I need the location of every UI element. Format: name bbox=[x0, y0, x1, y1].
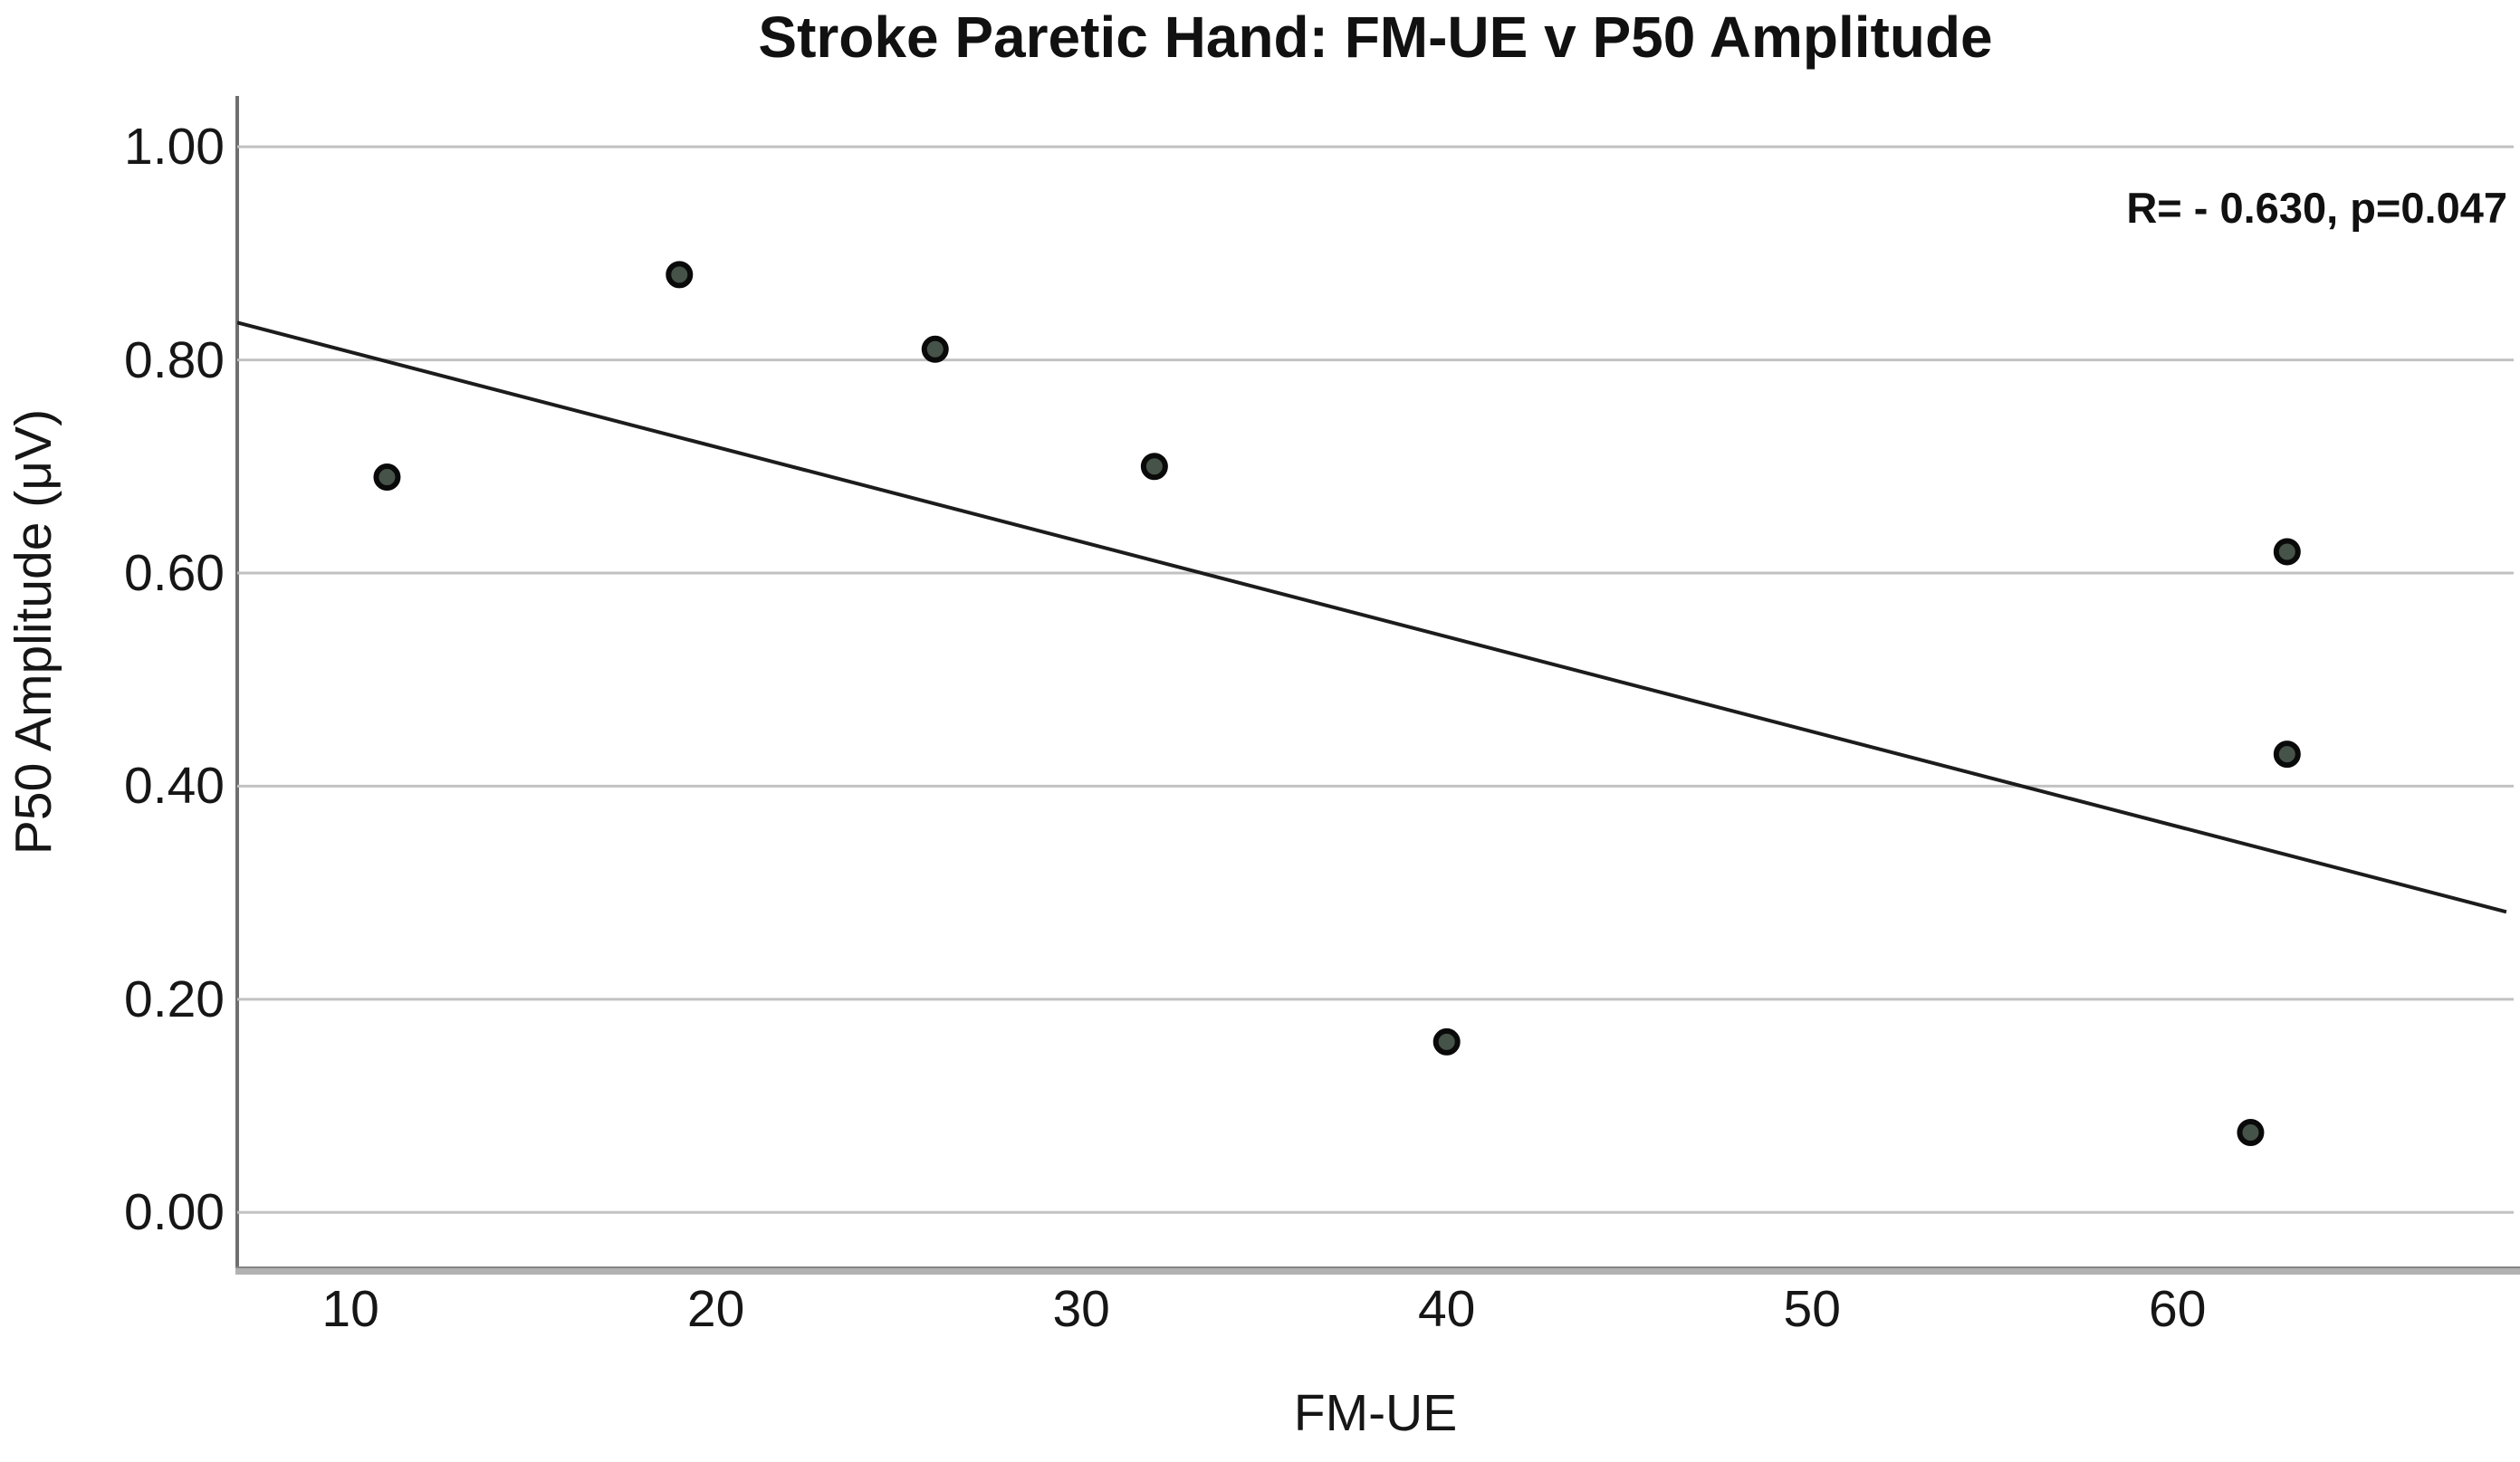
plot-area bbox=[237, 98, 2514, 1271]
scatter-point bbox=[1432, 1027, 1461, 1056]
x-tick-label: 30 bbox=[1052, 1280, 1110, 1338]
x-tick-label: 40 bbox=[1417, 1280, 1476, 1338]
scatter-point bbox=[373, 463, 401, 492]
y-axis-line bbox=[235, 96, 239, 1273]
y-tick-label: 0.60 bbox=[124, 543, 225, 602]
x-tick-label: 20 bbox=[686, 1280, 745, 1338]
scatter-point bbox=[2237, 1118, 2265, 1146]
correlation-annotation: R= - 0.630, p=0.047 bbox=[2126, 184, 2507, 232]
scatter-point bbox=[2273, 741, 2301, 769]
x-tick-label: 60 bbox=[2149, 1280, 2207, 1338]
scatter-plot-canvas bbox=[237, 145, 2514, 1214]
x-tick-label: 10 bbox=[321, 1280, 379, 1338]
scatter-point bbox=[1140, 453, 1168, 481]
x-tick-label: 50 bbox=[1783, 1280, 1841, 1338]
scatter-point bbox=[666, 261, 694, 289]
y-tick-label: 0.40 bbox=[124, 757, 225, 816]
trend-line bbox=[237, 320, 2507, 914]
x-axis-title: FM-UE bbox=[1293, 1384, 1458, 1442]
y-tick-label: 1.00 bbox=[124, 118, 225, 177]
chart-title: Stroke Paretic Hand: FM-UE v P50 Amplitu… bbox=[758, 5, 1993, 70]
scatter-point bbox=[2273, 538, 2301, 566]
scatter-point bbox=[921, 335, 949, 363]
y-tick-label: 0.00 bbox=[124, 1183, 225, 1242]
y-tick-label: 0.80 bbox=[124, 330, 225, 389]
x-axis-line bbox=[235, 1266, 2520, 1275]
y-tick-label: 0.20 bbox=[124, 970, 225, 1028]
